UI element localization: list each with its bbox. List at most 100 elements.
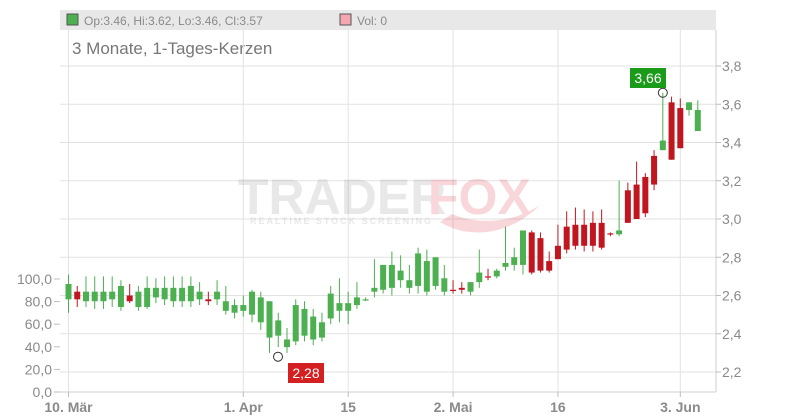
time-axis-ticks: 10. Mär 1. Apr 15 2. Mai 16 3. Jun (44, 392, 701, 415)
candle-body-down (528, 232, 535, 273)
candle-body-down (624, 190, 631, 223)
candle-body-up (502, 262, 509, 267)
candle-body-up (511, 257, 518, 265)
price-axis-ticks: 2,2 2,4 2,6 2,8 3,0 3,2 3,4 3,6 3,8 (716, 58, 742, 380)
volume-tick-label: 60,0 (25, 316, 52, 332)
high-label-text: 3,66 (634, 70, 661, 86)
low-label-box (288, 363, 324, 383)
candle-body-up (152, 287, 159, 298)
candle-body-down (598, 222, 605, 248)
time-tick-label: 15 (340, 399, 356, 415)
price-tick-label: 2,8 (722, 249, 742, 265)
candle-body-down (458, 287, 465, 290)
candle-body-up (301, 308, 308, 336)
price-tick-label: 3,2 (722, 173, 742, 189)
price-tick-label: 3,4 (722, 135, 742, 151)
candle-body-up (249, 291, 256, 315)
watermark-brand-right: FOX (428, 169, 531, 225)
volume-legend-swatch (339, 13, 352, 26)
fox-tail-icon (440, 205, 540, 233)
high-low-annotations: 3,66 2,28 (273, 68, 668, 383)
price-tick-label: 2,4 (722, 326, 742, 342)
candle-body-up (659, 140, 666, 151)
candle-body-down (205, 299, 212, 302)
candle-body-down (537, 238, 544, 271)
candle-body-up (694, 109, 701, 132)
traderfox-watermark: TRADER FOX REALTIME STOCK SCREENING (238, 169, 540, 233)
candle-body-up (161, 287, 168, 300)
high-marker-circle (657, 87, 668, 98)
candle-body-down (126, 295, 133, 302)
candle-body-up (336, 303, 343, 311)
chart-subtitle: 3 Monate, 1-Tages-Kerzen (72, 39, 272, 58)
candle-body-up (179, 287, 186, 302)
candle-body-up (284, 339, 290, 348)
low-marker-circle (273, 351, 283, 362)
candle-body-up (388, 264, 395, 288)
candle-body-up (406, 280, 413, 288)
candle-body-down (677, 108, 684, 149)
candle-body-up (117, 285, 124, 307)
candle-body-down (651, 155, 658, 185)
candle-body-up (310, 316, 317, 340)
volume-axis-ticks: 0,0 20,0 40,0 60,0 80,0 100,0 (17, 271, 60, 400)
candles (65, 92, 701, 353)
volume-tick-label: 100,0 (17, 271, 52, 287)
candle-body-up (345, 303, 352, 311)
ohlc-legend-label: Op:3.46, Hi:3.62, Lo:3.46, Cl:3.57 (84, 14, 263, 28)
candle-body-up (170, 287, 177, 302)
candle-body-down (485, 276, 492, 278)
price-tick-label: 3,6 (722, 96, 742, 112)
candle-body-up (135, 291, 142, 307)
candle-body-up (231, 305, 238, 313)
candle-body-down (563, 226, 570, 250)
candle-body-up (380, 264, 387, 290)
candle-body-up (266, 301, 273, 338)
candle-body-up (493, 270, 500, 277)
candle-body-up (240, 305, 247, 311)
watermark-brand-left: TRADER (238, 169, 446, 225)
candle-body-up (327, 293, 334, 319)
candle-body-up (257, 297, 264, 323)
volume-tick-label: 0,0 (33, 384, 53, 400)
candle-body-up (432, 257, 439, 286)
price-tick-label: 2,2 (722, 364, 742, 380)
candle-body-up (686, 102, 693, 110)
volume-tick-label: 40,0 (25, 339, 52, 355)
time-tick-label: 2. Mai (434, 399, 473, 415)
watermark-tagline: REALTIME STOCK SCREENING (250, 216, 433, 226)
grid-lines (60, 30, 716, 392)
candle-body-down (572, 224, 579, 246)
time-tick-label: 1. Apr (224, 399, 264, 415)
candle-body-up (371, 287, 378, 292)
candle-body-down (546, 261, 553, 271)
candle-body-up (196, 291, 203, 300)
volume-legend-label: Vol: 0 (357, 14, 387, 28)
candle-body-up (187, 285, 194, 302)
price-tick-label: 3,0 (722, 211, 742, 227)
candle-body-up (318, 322, 325, 338)
candle-body-up (275, 320, 282, 336)
candle-body-down (642, 176, 649, 214)
price-tick-label: 2,6 (722, 288, 742, 304)
volume-tick-label: 80,0 (25, 294, 52, 310)
candle-body-down (633, 184, 640, 219)
candle-body-up (616, 230, 623, 235)
candle-body-up (397, 270, 404, 281)
candle-body-up (65, 284, 72, 300)
candle-body-up (467, 282, 474, 292)
price-tick-label: 3,8 (722, 58, 742, 74)
candle-body-up (100, 291, 107, 302)
high-label-box (630, 68, 666, 88)
time-tick-label: 10. Mär (44, 399, 93, 415)
candle-body-down (581, 224, 588, 246)
candle-body-up (441, 278, 448, 292)
header-band (60, 10, 716, 30)
candle-body-up (353, 297, 360, 306)
candle-body-up (214, 291, 221, 300)
candle-body-up (109, 291, 116, 300)
candle-body-up (415, 253, 422, 286)
time-tick-label: 3. Jun (660, 399, 700, 415)
candle-body-down (450, 289, 457, 291)
